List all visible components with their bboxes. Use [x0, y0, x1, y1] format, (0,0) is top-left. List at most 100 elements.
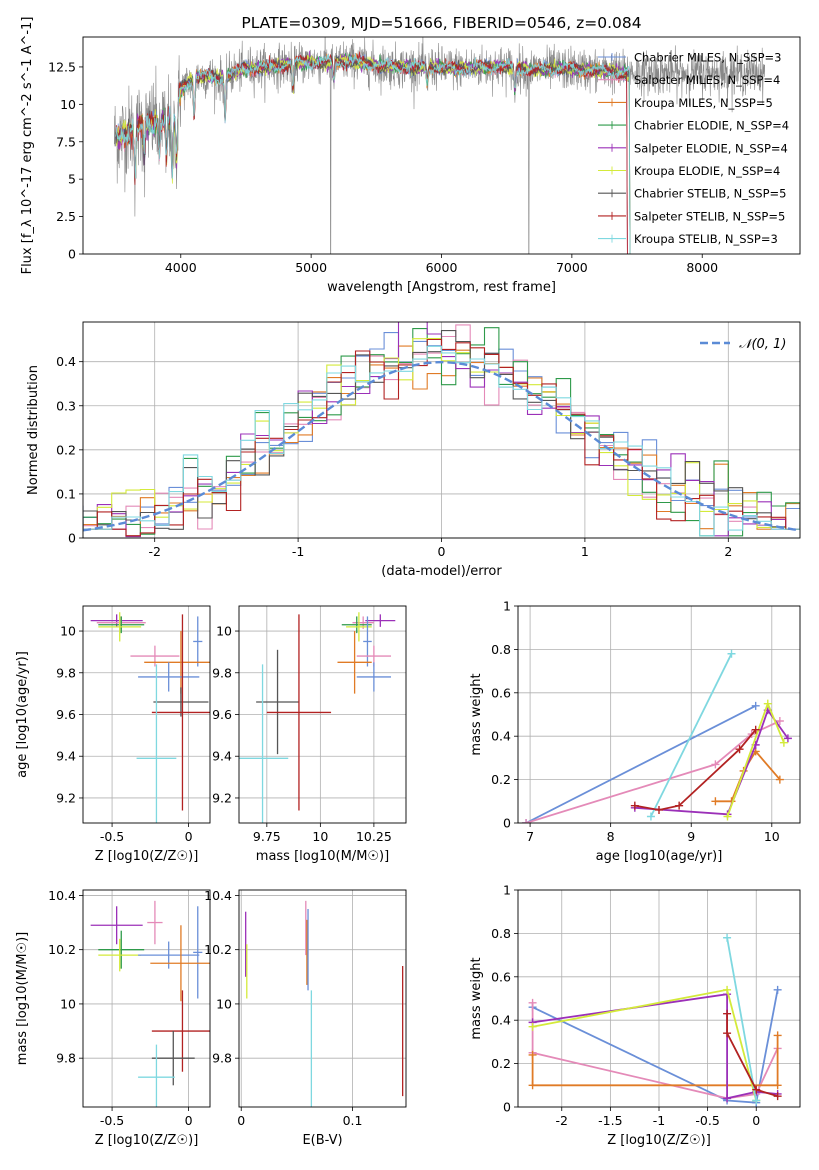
- plot-area: [90, 612, 210, 823]
- axes-mass_weight_vs_age: 7 8 9 10 0 0.2 0.4 0.6 0.8 1 age [log10(age/yr)] ma…: [469, 599, 801, 864]
- grid: [83, 606, 210, 823]
- legend-label: Kroupa ELODIE, N_SSP=4: [634, 164, 780, 178]
- plot-area: [90, 900, 210, 1107]
- data-point-marker: [751, 725, 760, 734]
- y-tick-label: 0.6: [491, 969, 511, 984]
- mass-weight-line: [525, 704, 757, 823]
- y-tick-label: 9.2: [212, 790, 232, 805]
- y-tick-label: 1: [503, 883, 511, 898]
- data-point-marker: [675, 801, 684, 810]
- legend-label: Salpeter MILES, N_SSP=4: [634, 73, 780, 87]
- y-tick-label: 0.8: [491, 926, 511, 941]
- data-point-marker: [752, 1085, 761, 1094]
- y-tick-label: 0: [503, 1100, 511, 1115]
- data-point-marker: [528, 998, 537, 1007]
- x-axis-label: Z [log10(Z/Z☉)]: [95, 1133, 199, 1148]
- y-axis-label: mass weight: [469, 673, 484, 755]
- axes-age_vs_Z: -0.5 0 9.2 9.4 9.6 9.8 10 Z [log10(Z/Z☉)] age [l…: [15, 605, 211, 864]
- legend-label: Kroupa STELIB, N_SSP=3: [634, 232, 778, 246]
- y-axis-label: mass weight: [469, 957, 484, 1039]
- y-tick-label: 0.2: [491, 1056, 511, 1071]
- y-axis-label: Normed distribution: [26, 365, 41, 495]
- axes-frame: [517, 605, 801, 824]
- y-tick-label: 10.2: [204, 942, 232, 957]
- mass-weight-line: [532, 988, 758, 1101]
- data-point-marker: [775, 717, 784, 726]
- y-tick-label: 1: [503, 599, 511, 614]
- legend: Chabrier MILES, N_SSP=3 Salpeter MILES, N…: [598, 51, 789, 246]
- y-tick-label: 10: [216, 996, 232, 1011]
- x-axis-label: age [log10(age/yr)]: [596, 849, 723, 864]
- x-tick-label: -0.5: [100, 1113, 124, 1128]
- y-tick-label: 9.8: [212, 665, 232, 680]
- y-tick-label: 0: [68, 531, 76, 546]
- y-tick-label: 10.4: [204, 888, 232, 903]
- mass-weight-line: [726, 937, 758, 1101]
- legend-label: Salpeter STELIB, N_SSP=5: [634, 209, 785, 223]
- axes-mass_vs_ebv: 0 0.1 9.8 10 10.2 10.4 E(B-V): [204, 888, 407, 1148]
- data-point-marker: [655, 805, 663, 814]
- y-tick-label: 0.4: [491, 1013, 511, 1028]
- x-tick-label: 6000: [426, 260, 458, 275]
- x-tick-label: 10.25: [356, 829, 392, 844]
- x-axis-label: wavelength [Angstrom, rest frame]: [327, 280, 556, 295]
- mass-weight-line: [726, 1013, 778, 1098]
- grid: [83, 890, 210, 1107]
- x-axis-label: E(B-V): [302, 1133, 342, 1148]
- data-point-marker: [723, 1094, 732, 1103]
- y-tick-label: 9.8: [212, 1051, 232, 1066]
- y-tick-label: 9.6: [56, 707, 76, 722]
- y-tick-label: 0.4: [491, 729, 511, 744]
- x-tick-label: 0.1: [343, 1113, 363, 1128]
- axes-frame: [238, 889, 407, 1108]
- mass-weight-line: [532, 989, 779, 1104]
- normal-reference-curve: [83, 360, 800, 532]
- x-tick-label: -2: [556, 1113, 568, 1128]
- data-point-marker: [528, 1022, 537, 1031]
- x-tick-label: -0.5: [695, 1113, 719, 1128]
- x-tick-label: -0.5: [100, 829, 124, 844]
- y-tick-label: 5: [68, 172, 76, 187]
- x-tick-label: 0: [752, 1113, 760, 1128]
- y-tick-label: 0.2: [491, 772, 511, 787]
- data-point-marker: [763, 699, 772, 708]
- axes-frame: [82, 889, 211, 1108]
- data-point-marker: [773, 1031, 782, 1040]
- y-axis-label: Flux [f_λ 10^-17 erg cm^-2 s^-1 A^-1]: [20, 17, 35, 275]
- grid: [518, 605, 800, 824]
- mass-weight-line: [525, 720, 781, 823]
- y-tick-label: 0.4: [56, 354, 76, 369]
- data-point-marker: [752, 1096, 761, 1105]
- x-tick-label: 2: [724, 544, 732, 559]
- y-tick-label: 9.8: [56, 1051, 76, 1066]
- axes-frame: [82, 36, 801, 255]
- y-tick-label: 10.2: [48, 942, 76, 957]
- axes-spectrum: 4000 5000 6000 7000 8000 0 2.5 5 7.5 10 12.5 wavele…: [20, 14, 801, 295]
- x-tick-label: 8000: [686, 260, 718, 275]
- x-tick-label: 0: [185, 1113, 193, 1128]
- grid: [239, 606, 406, 823]
- y-tick-label: 9.4: [56, 749, 76, 764]
- data-point-marker: [528, 1050, 537, 1059]
- plot-area: [528, 933, 782, 1107]
- data-point-marker: [773, 1092, 782, 1101]
- data-point-marker: [630, 801, 639, 810]
- y-tick-label: 0.6: [491, 685, 511, 700]
- y-tick-label: 2.5: [56, 209, 76, 224]
- y-tick-label: 0: [503, 816, 511, 831]
- x-tick-label: 1: [581, 544, 589, 559]
- y-axis-label: mass [log10(M/M☉)]: [15, 932, 30, 1065]
- x-tick-label: 7: [526, 829, 534, 844]
- data-point-marker: [773, 985, 782, 994]
- model-spectrum-line: [115, 54, 631, 254]
- axes-frame: [82, 605, 211, 824]
- axes-mass_weight_vs_Z: -2 -1.5 -1 -0.5 0 0 0.2 0.4 0.6 0.8 1 Z [log10(Z/Z☉…: [469, 883, 801, 1148]
- data-point-marker: [711, 760, 720, 769]
- mass-weight-line: [726, 701, 785, 817]
- legend-label: Chabrier ELODIE, N_SSP=4: [634, 119, 789, 133]
- y-tick-label: 9.6: [212, 707, 232, 722]
- legend-label: Kroupa MILES, N_SSP=5: [634, 96, 773, 110]
- x-tick-label: 9.75: [253, 829, 281, 844]
- x-tick-label: -2: [148, 544, 160, 559]
